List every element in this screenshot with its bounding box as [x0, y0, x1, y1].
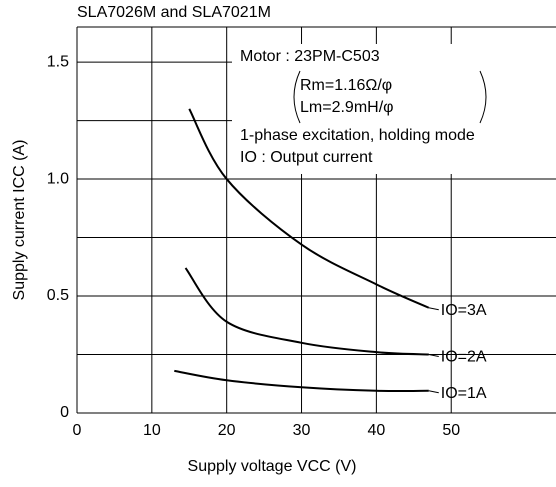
x-axis-label: Supply voltage VCC (V) [188, 458, 357, 475]
curve [174, 369, 429, 393]
chart-title: SLA7026M and SLA7021M [77, 4, 271, 21]
x-tick-label: 50 [442, 422, 460, 439]
y-tick-label: 0 [60, 404, 69, 421]
x-tick-label: 20 [218, 422, 236, 439]
annotation: 1-phase excitation, holding mode [240, 127, 475, 144]
leader-line [428, 307, 439, 311]
y-tick-label: 0.5 [47, 287, 69, 304]
curve [188, 108, 430, 309]
y-tick-label: 1.5 [47, 53, 69, 70]
curve [184, 267, 429, 356]
x-tick-label: 30 [293, 422, 311, 439]
annotation: IO : Output current [240, 149, 373, 166]
series-label: IO=1A [441, 385, 487, 402]
series-label: IO=3A [441, 302, 487, 319]
x-tick-label: 0 [73, 422, 82, 439]
annotation: Motor : 23PM-C503 [240, 48, 380, 65]
bracket [293, 70, 301, 124]
x-tick-label: 40 [367, 422, 385, 439]
leader-line [428, 354, 439, 358]
x-tick-label: 10 [143, 422, 161, 439]
series-label: IO=2A [441, 349, 487, 366]
y-axis-label: Supply current ICC (A) [11, 140, 28, 301]
annotation-box [232, 44, 556, 174]
y-tick-label: 1.0 [47, 170, 69, 187]
bracket [479, 70, 487, 124]
annotation: Rm=1.16Ω/φ [300, 77, 392, 94]
annotation: Lm=2.9mH/φ [300, 99, 394, 116]
leader-line [428, 390, 439, 394]
